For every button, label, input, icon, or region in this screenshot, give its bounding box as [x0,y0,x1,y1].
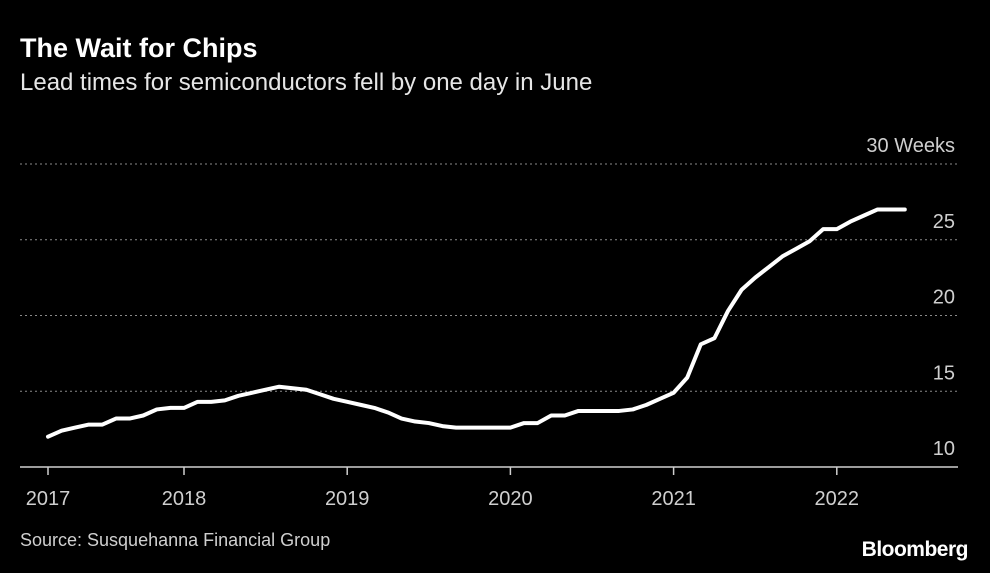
x-tick-label: 2022 [815,488,860,510]
y-tick-label: 25 [933,211,955,233]
x-tick-label: 2020 [488,488,533,510]
logo: Bloomberg [862,538,968,561]
chart-title: The Wait for Chips [20,33,258,63]
x-tick-label: 2019 [325,488,370,510]
chart-subtitle: Lead times for semiconductors fell by on… [20,69,592,96]
source: Source: Susquehanna Financial Group [20,530,330,550]
y-tick-label: 10 [933,438,955,460]
y-tick-label: 30 Weeks [866,135,955,157]
y-tick-label: 20 [933,287,955,309]
y-tick-label: 15 [933,362,955,384]
x-tick-label: 2017 [26,488,71,510]
x-tick-label: 2018 [162,488,207,510]
data-line [46,207,907,439]
x-tick-label: 2021 [651,488,696,510]
